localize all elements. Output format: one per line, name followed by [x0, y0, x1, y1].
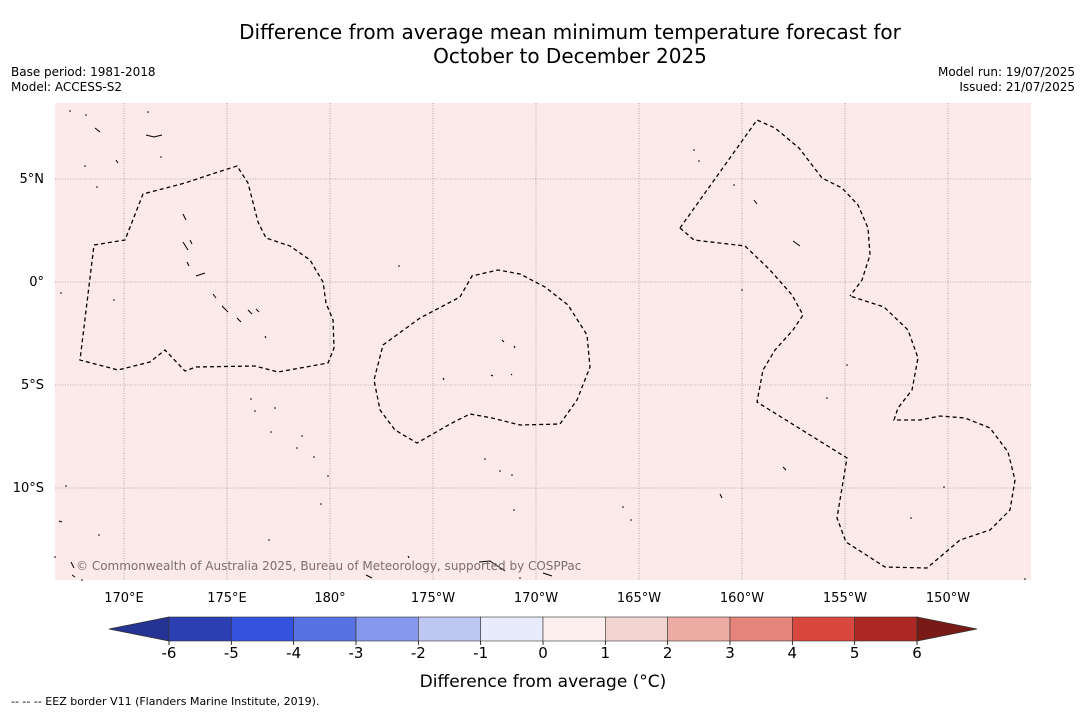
- colorbar-segment: [542, 616, 606, 642]
- colorbar-tick-label: -2: [411, 644, 426, 662]
- colorbar-low-extension: [108, 616, 170, 642]
- eez-borders: [79, 119, 1016, 569]
- colorbar-segment: [293, 616, 357, 642]
- colorbar-tick-label: 3: [725, 644, 735, 662]
- colorbar-segment: [355, 616, 419, 642]
- colorbar-segments: [168, 616, 918, 642]
- colorbar-tick-label: 1: [601, 644, 611, 662]
- colorbar-segment: [480, 616, 544, 642]
- colorbar-tick-label: -4: [286, 644, 301, 662]
- model-name: Model: ACCESS-S2: [11, 80, 123, 94]
- colorbar-segment: [418, 616, 481, 642]
- colorbar-tick-label: 4: [788, 644, 798, 662]
- lon-label-155w: 155°W: [823, 591, 867, 606]
- islands: [54, 110, 1026, 581]
- colorbar-tick-label: 5: [850, 644, 860, 662]
- lon-label-175w: 175°W: [411, 591, 455, 606]
- colorbar-segment: [729, 616, 793, 642]
- gridlines: [55, 103, 1031, 580]
- meta-right: Model run: 19/07/2025 Issued: 21/07/2025: [938, 65, 1075, 95]
- colorbar-tick-label: -1: [473, 644, 488, 662]
- lon-label-170w: 170°W: [514, 591, 558, 606]
- lon-label-165w: 165°W: [617, 591, 661, 606]
- lat-label-5n: 5°N: [20, 172, 45, 187]
- colorbar-high-extension: [916, 616, 978, 642]
- lon-label-175e: 175°E: [207, 591, 247, 606]
- lat-label-0: 0°: [29, 275, 44, 290]
- lon-label-170e: 170°E: [104, 591, 144, 606]
- meta-left: Base period: 1981-2018 Model: ACCESS-S2: [11, 65, 156, 95]
- colorbar-tick-label: 6: [912, 644, 922, 662]
- lon-label-150w: 150°W: [926, 591, 970, 606]
- colorbar-segment: [792, 616, 855, 642]
- title-line-2: October to December 2025: [433, 44, 707, 68]
- eez-footnote: -- -- -- EEZ border V11 (Flanders Marine…: [11, 695, 320, 708]
- colorbar-title: Difference from average (°C): [420, 672, 667, 692]
- lat-label-10s: 10°S: [13, 481, 44, 496]
- colorbar-segment: [168, 616, 232, 642]
- colorbar-segment: [667, 616, 731, 642]
- colorbar-tick-label: -3: [349, 644, 364, 662]
- lon-label-180: 180°: [314, 591, 345, 606]
- base-period: Base period: 1981-2018: [11, 65, 156, 79]
- map-title: Difference from average mean minimum tem…: [0, 20, 1085, 68]
- colorbar-segment: [605, 616, 668, 642]
- eez-border-central: [373, 269, 591, 444]
- copyright-text: © Commonwealth of Australia 2025, Bureau…: [76, 559, 581, 573]
- colorbar-segment: [854, 616, 918, 642]
- lat-label-5s: 5°S: [21, 378, 44, 393]
- issued-date: Issued: 21/07/2025: [959, 80, 1075, 94]
- lon-label-160w: 160°W: [720, 591, 764, 606]
- colorbar-tick-label: -5: [224, 644, 239, 662]
- eez-border-kiribati-west: [79, 165, 335, 373]
- colorbar-tick-label: -6: [162, 644, 177, 662]
- colorbar-segment: [231, 616, 294, 642]
- colorbar: -6 -5 -4 -3 -2 -1 0 1 2 3 4 5 6: [108, 616, 978, 662]
- latitude-labels: 5°N 0° 5°S 10°S: [13, 172, 44, 496]
- model-run: Model run: 19/07/2025: [937, 65, 1075, 79]
- longitude-labels: 170°E 175°E 180° 175°W 170°W 165°W 160°W…: [104, 591, 970, 606]
- colorbar-tick-label: 0: [538, 644, 548, 662]
- colorbar-ticks: -6 -5 -4 -3 -2 -1 0 1 2 3 4 5 6: [162, 641, 922, 662]
- title-line-1: Difference from average mean minimum tem…: [239, 20, 901, 44]
- colorbar-tick-label: 2: [663, 644, 673, 662]
- map-panel: [55, 103, 1031, 580]
